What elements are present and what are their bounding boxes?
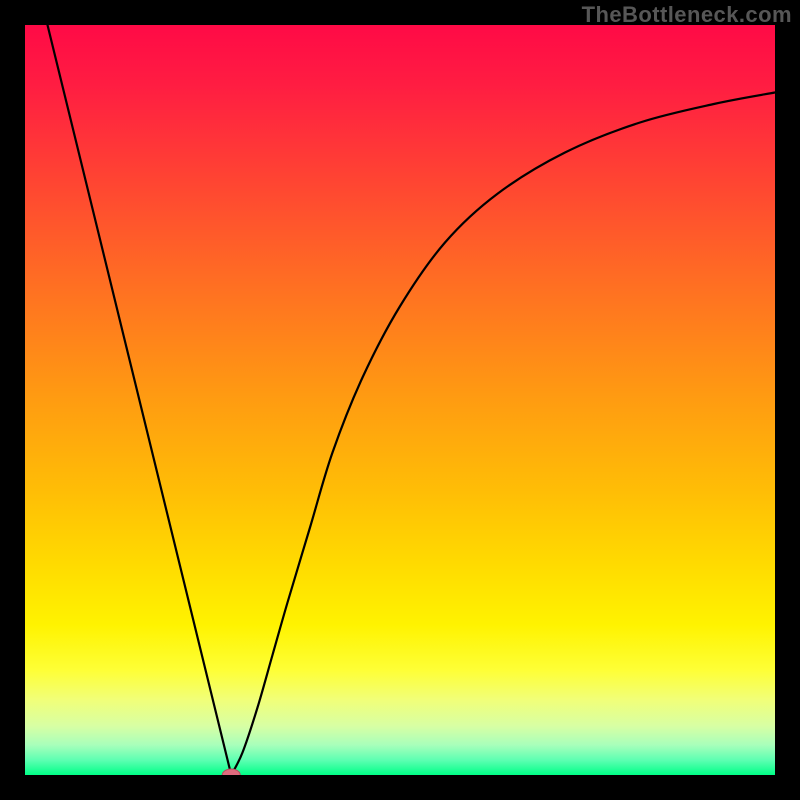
gradient-background [25,25,775,775]
plot-svg [25,25,775,775]
plot-area [25,25,775,775]
chart-container: TheBottleneck.com [0,0,800,800]
watermark-text: TheBottleneck.com [582,2,792,28]
